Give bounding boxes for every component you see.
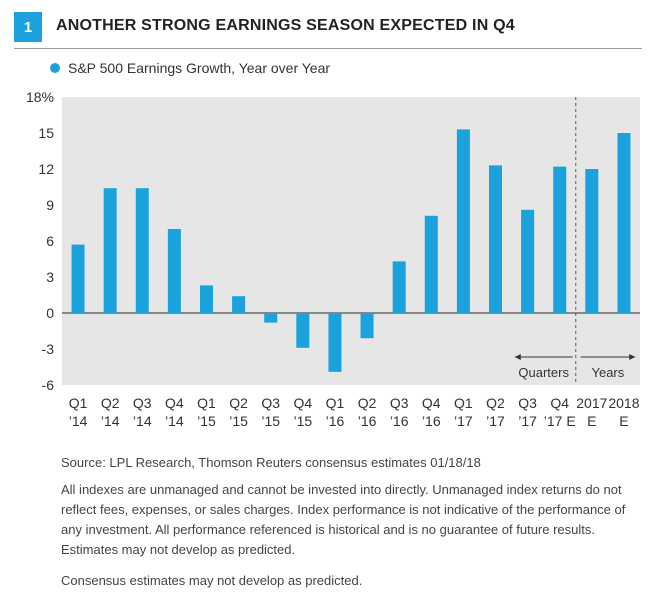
x-tick-label: Q3 bbox=[518, 395, 537, 411]
x-tick-label: Q3 bbox=[261, 395, 280, 411]
x-tick-label: 2018 bbox=[608, 395, 639, 411]
bar bbox=[103, 188, 117, 313]
x-tick-label: Q1 bbox=[326, 395, 345, 411]
x-tick-label: Q1 bbox=[197, 395, 216, 411]
bar bbox=[232, 296, 246, 313]
y-tick-label: 15 bbox=[38, 125, 54, 141]
x-tick-sublabel: ’17 bbox=[454, 413, 473, 429]
x-tick-sublabel: ’16 bbox=[390, 413, 409, 429]
source-note: Source: LPL Research, Thomson Reuters co… bbox=[61, 455, 481, 470]
x-tick-label: Q1 bbox=[69, 395, 88, 411]
x-tick-sublabel: ’16 bbox=[326, 413, 345, 429]
y-tick-label: 6 bbox=[46, 233, 54, 249]
consensus-note: Consensus estimates may not develop as p… bbox=[61, 573, 363, 588]
y-tick-label: 12 bbox=[38, 161, 54, 177]
legend-marker bbox=[50, 63, 60, 73]
x-tick-sublabel: ’14 bbox=[69, 413, 88, 429]
bar bbox=[264, 313, 278, 323]
x-tick-sublabel: E bbox=[587, 413, 596, 429]
quarters-arrow-head bbox=[514, 354, 521, 360]
disclaimer-text: All indexes are unmanaged and cannot be … bbox=[61, 482, 626, 557]
title-divider bbox=[14, 48, 642, 49]
x-tick-sublabel: E bbox=[619, 413, 628, 429]
x-tick-label: Q3 bbox=[133, 395, 152, 411]
bar bbox=[617, 133, 631, 313]
bar bbox=[489, 165, 502, 313]
x-tick-label: Q2 bbox=[101, 395, 120, 411]
x-tick-sublabel: ’17 bbox=[518, 413, 537, 429]
bar bbox=[167, 229, 181, 313]
chart-legend: S&P 500 Earnings Growth, Year over Year bbox=[50, 60, 330, 76]
x-tick-sublabel: ’14 bbox=[165, 413, 184, 429]
y-tick-label: 0 bbox=[46, 305, 54, 321]
bar-chart: 18% 15 12 9 6 3 0 -3 -6 Q1 ’14 Q2 ’14 Q3 ’14 Q4 ’14 Q1 ’15… bbox=[26, 89, 640, 429]
y-tick-label: -3 bbox=[42, 341, 55, 357]
chart-title: ANOTHER STRONG EARNINGS SEASON EXPECTED … bbox=[56, 17, 515, 34]
y-tick-label: -6 bbox=[42, 377, 55, 393]
years-arrow-head bbox=[629, 354, 636, 360]
bar bbox=[135, 188, 149, 313]
bar bbox=[424, 215, 438, 313]
x-tick-sublabel: ’15 bbox=[293, 413, 312, 429]
x-tick-sublabel: ’16 bbox=[422, 413, 441, 429]
x-tick-sublabel: ’17 E bbox=[544, 413, 576, 429]
x-tick-sublabel: ’15 bbox=[261, 413, 280, 429]
bar bbox=[328, 313, 342, 372]
x-tick-label: 2017 bbox=[576, 395, 607, 411]
quarters-label: Quarters bbox=[518, 365, 569, 380]
x-tick-sublabel: ’14 bbox=[133, 413, 152, 429]
bar bbox=[553, 166, 567, 313]
bar bbox=[585, 169, 599, 313]
x-tick-sublabel: ’17 bbox=[486, 413, 505, 429]
figure-number-badge: 1 bbox=[14, 12, 42, 42]
x-tick-sublabel: ’16 bbox=[358, 413, 377, 429]
x-tick-label: Q2 bbox=[229, 395, 248, 411]
x-tick-label: Q1 bbox=[454, 395, 473, 411]
x-tick-label: Q4 bbox=[293, 395, 312, 411]
x-tick-sublabel: ’15 bbox=[229, 413, 248, 429]
legend-label: S&P 500 Earnings Growth, Year over Year bbox=[68, 60, 331, 76]
x-tick-label: Q2 bbox=[358, 395, 377, 411]
years-label: Years bbox=[591, 365, 624, 380]
x-tick-sublabel: ’15 bbox=[197, 413, 216, 429]
bar bbox=[360, 313, 374, 339]
x-tick-label: Q4 bbox=[550, 395, 569, 411]
plot-background bbox=[62, 97, 640, 385]
bar bbox=[71, 244, 85, 313]
x-tick-label: Q3 bbox=[390, 395, 409, 411]
y-tick-label: 18% bbox=[26, 89, 54, 105]
x-tick-label: Q2 bbox=[486, 395, 505, 411]
x-tick-label: Q4 bbox=[422, 395, 441, 411]
x-tick-label: Q4 bbox=[165, 395, 184, 411]
bar bbox=[521, 209, 535, 313]
bar bbox=[200, 285, 213, 313]
y-tick-label: 9 bbox=[46, 197, 54, 213]
x-tick-sublabel: ’14 bbox=[101, 413, 120, 429]
y-tick-label: 3 bbox=[46, 269, 54, 285]
bar bbox=[392, 261, 406, 313]
bar bbox=[296, 313, 310, 348]
bar bbox=[456, 129, 470, 313]
